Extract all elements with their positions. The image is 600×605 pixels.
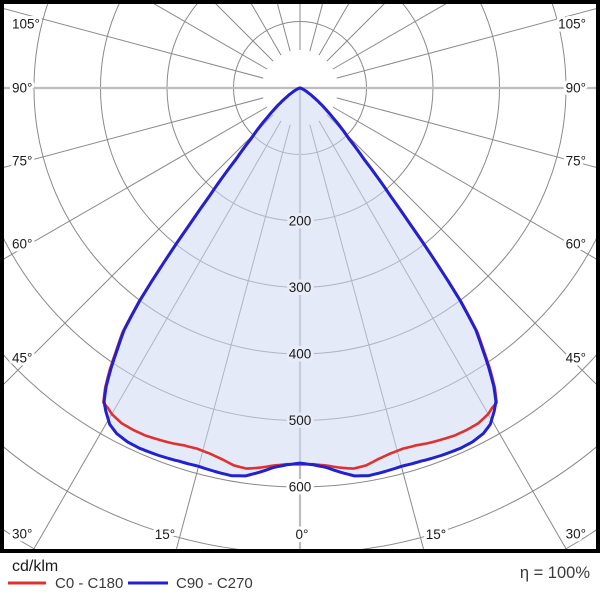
angle-label: 45° bbox=[12, 351, 32, 366]
ring-value-label: 600 bbox=[289, 480, 312, 495]
angle-label: 90° bbox=[566, 81, 586, 96]
angle-label: 90° bbox=[12, 81, 32, 96]
axis-labels: 200 300 400 500 600 105° 105° 90° 90° 75° 75° 60° 60… bbox=[9, 14, 589, 546]
angle-label: 15° bbox=[155, 527, 175, 542]
legend-label-c0-c180: C0 - C180 bbox=[55, 575, 123, 592]
angle-label: 15° bbox=[426, 527, 446, 542]
angle-label: 75° bbox=[12, 154, 32, 169]
unit-label: cd/klm bbox=[12, 558, 58, 575]
angle-label: 105° bbox=[12, 17, 40, 32]
angle-label: 0° bbox=[296, 527, 309, 542]
angle-label: 105° bbox=[558, 17, 586, 32]
angle-label: 60° bbox=[566, 237, 586, 252]
angle-label: 45° bbox=[566, 351, 586, 366]
efficiency-label: η = 100% bbox=[520, 564, 591, 582]
ring-value-label: 200 bbox=[289, 214, 312, 229]
angle-label: 75° bbox=[566, 154, 586, 169]
legend: cd/klm C0 - C180 C90 - C270 η = 100% bbox=[8, 558, 590, 592]
ring-value-label: 300 bbox=[289, 280, 312, 295]
plot-frame bbox=[0, 0, 600, 553]
angle-label: 30° bbox=[12, 527, 32, 542]
legend-label-c90-c270: C90 - C270 bbox=[176, 575, 253, 592]
angle-label: 30° bbox=[566, 527, 586, 542]
ring-value-label: 400 bbox=[289, 347, 312, 362]
angle-label: 60° bbox=[12, 237, 32, 252]
ring-value-label: 500 bbox=[289, 413, 312, 428]
